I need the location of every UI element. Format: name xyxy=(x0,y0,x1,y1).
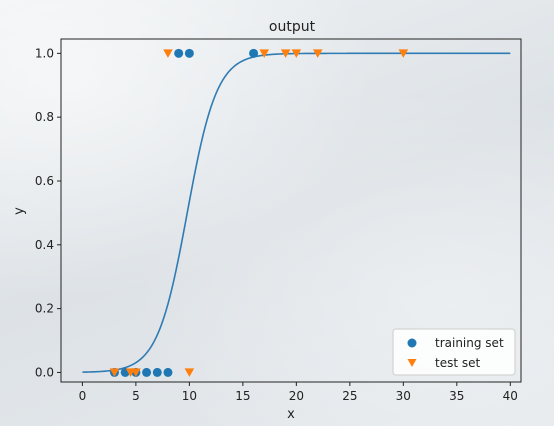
y-tick-label: 0.2 xyxy=(35,302,54,316)
x-tick-label: 5 xyxy=(132,389,140,403)
training-point xyxy=(152,367,162,377)
logistic-curve xyxy=(82,52,511,373)
training-point xyxy=(174,48,184,58)
test-point xyxy=(131,368,141,377)
legend-marker-training xyxy=(407,338,417,348)
legend-box xyxy=(392,328,516,376)
test-point xyxy=(163,49,173,58)
x-tick-label: 15 xyxy=(235,389,250,403)
legend-label-training: training set xyxy=(435,336,504,350)
points-group xyxy=(109,48,409,377)
training-point xyxy=(184,48,194,58)
y-tick-label: 0.6 xyxy=(35,174,54,188)
legend-label-test: test set xyxy=(435,356,480,370)
y-tick-label: 0.0 xyxy=(35,365,54,379)
test-point xyxy=(398,49,409,58)
test-point xyxy=(280,49,291,58)
axis-ticks: 0 5 10 15 20 25 30 35 40 0.0 0.2 0.4 0.6 0.8 1.0 xyxy=(35,46,518,403)
test-point xyxy=(291,49,302,58)
training-point xyxy=(142,367,152,377)
x-tick-label: 20 xyxy=(289,389,304,403)
x-tick-label: 30 xyxy=(396,389,411,403)
y-tick-label: 0.4 xyxy=(35,238,54,252)
legend-marker-test xyxy=(407,359,417,367)
y-tick-label: 0.8 xyxy=(35,110,54,124)
test-point xyxy=(312,49,323,58)
training-point xyxy=(249,48,259,58)
x-axis-label: x xyxy=(287,407,295,422)
x-tick-label: 25 xyxy=(342,389,357,403)
x-tick-label: 40 xyxy=(503,389,518,403)
legend: training set test set xyxy=(392,328,516,376)
x-tick-label: 0 xyxy=(79,389,87,403)
test-point xyxy=(109,368,120,377)
curve-group xyxy=(82,52,511,373)
y-axis-label: y xyxy=(12,207,27,215)
y-tick-label: 1.0 xyxy=(35,46,54,60)
x-tick-label: 10 xyxy=(182,389,197,403)
training-point xyxy=(163,367,173,377)
x-tick-label: 35 xyxy=(449,389,464,403)
test-point xyxy=(259,49,270,58)
plot-frame xyxy=(60,38,522,383)
test-point xyxy=(184,368,195,377)
chart-title: output xyxy=(269,19,316,35)
